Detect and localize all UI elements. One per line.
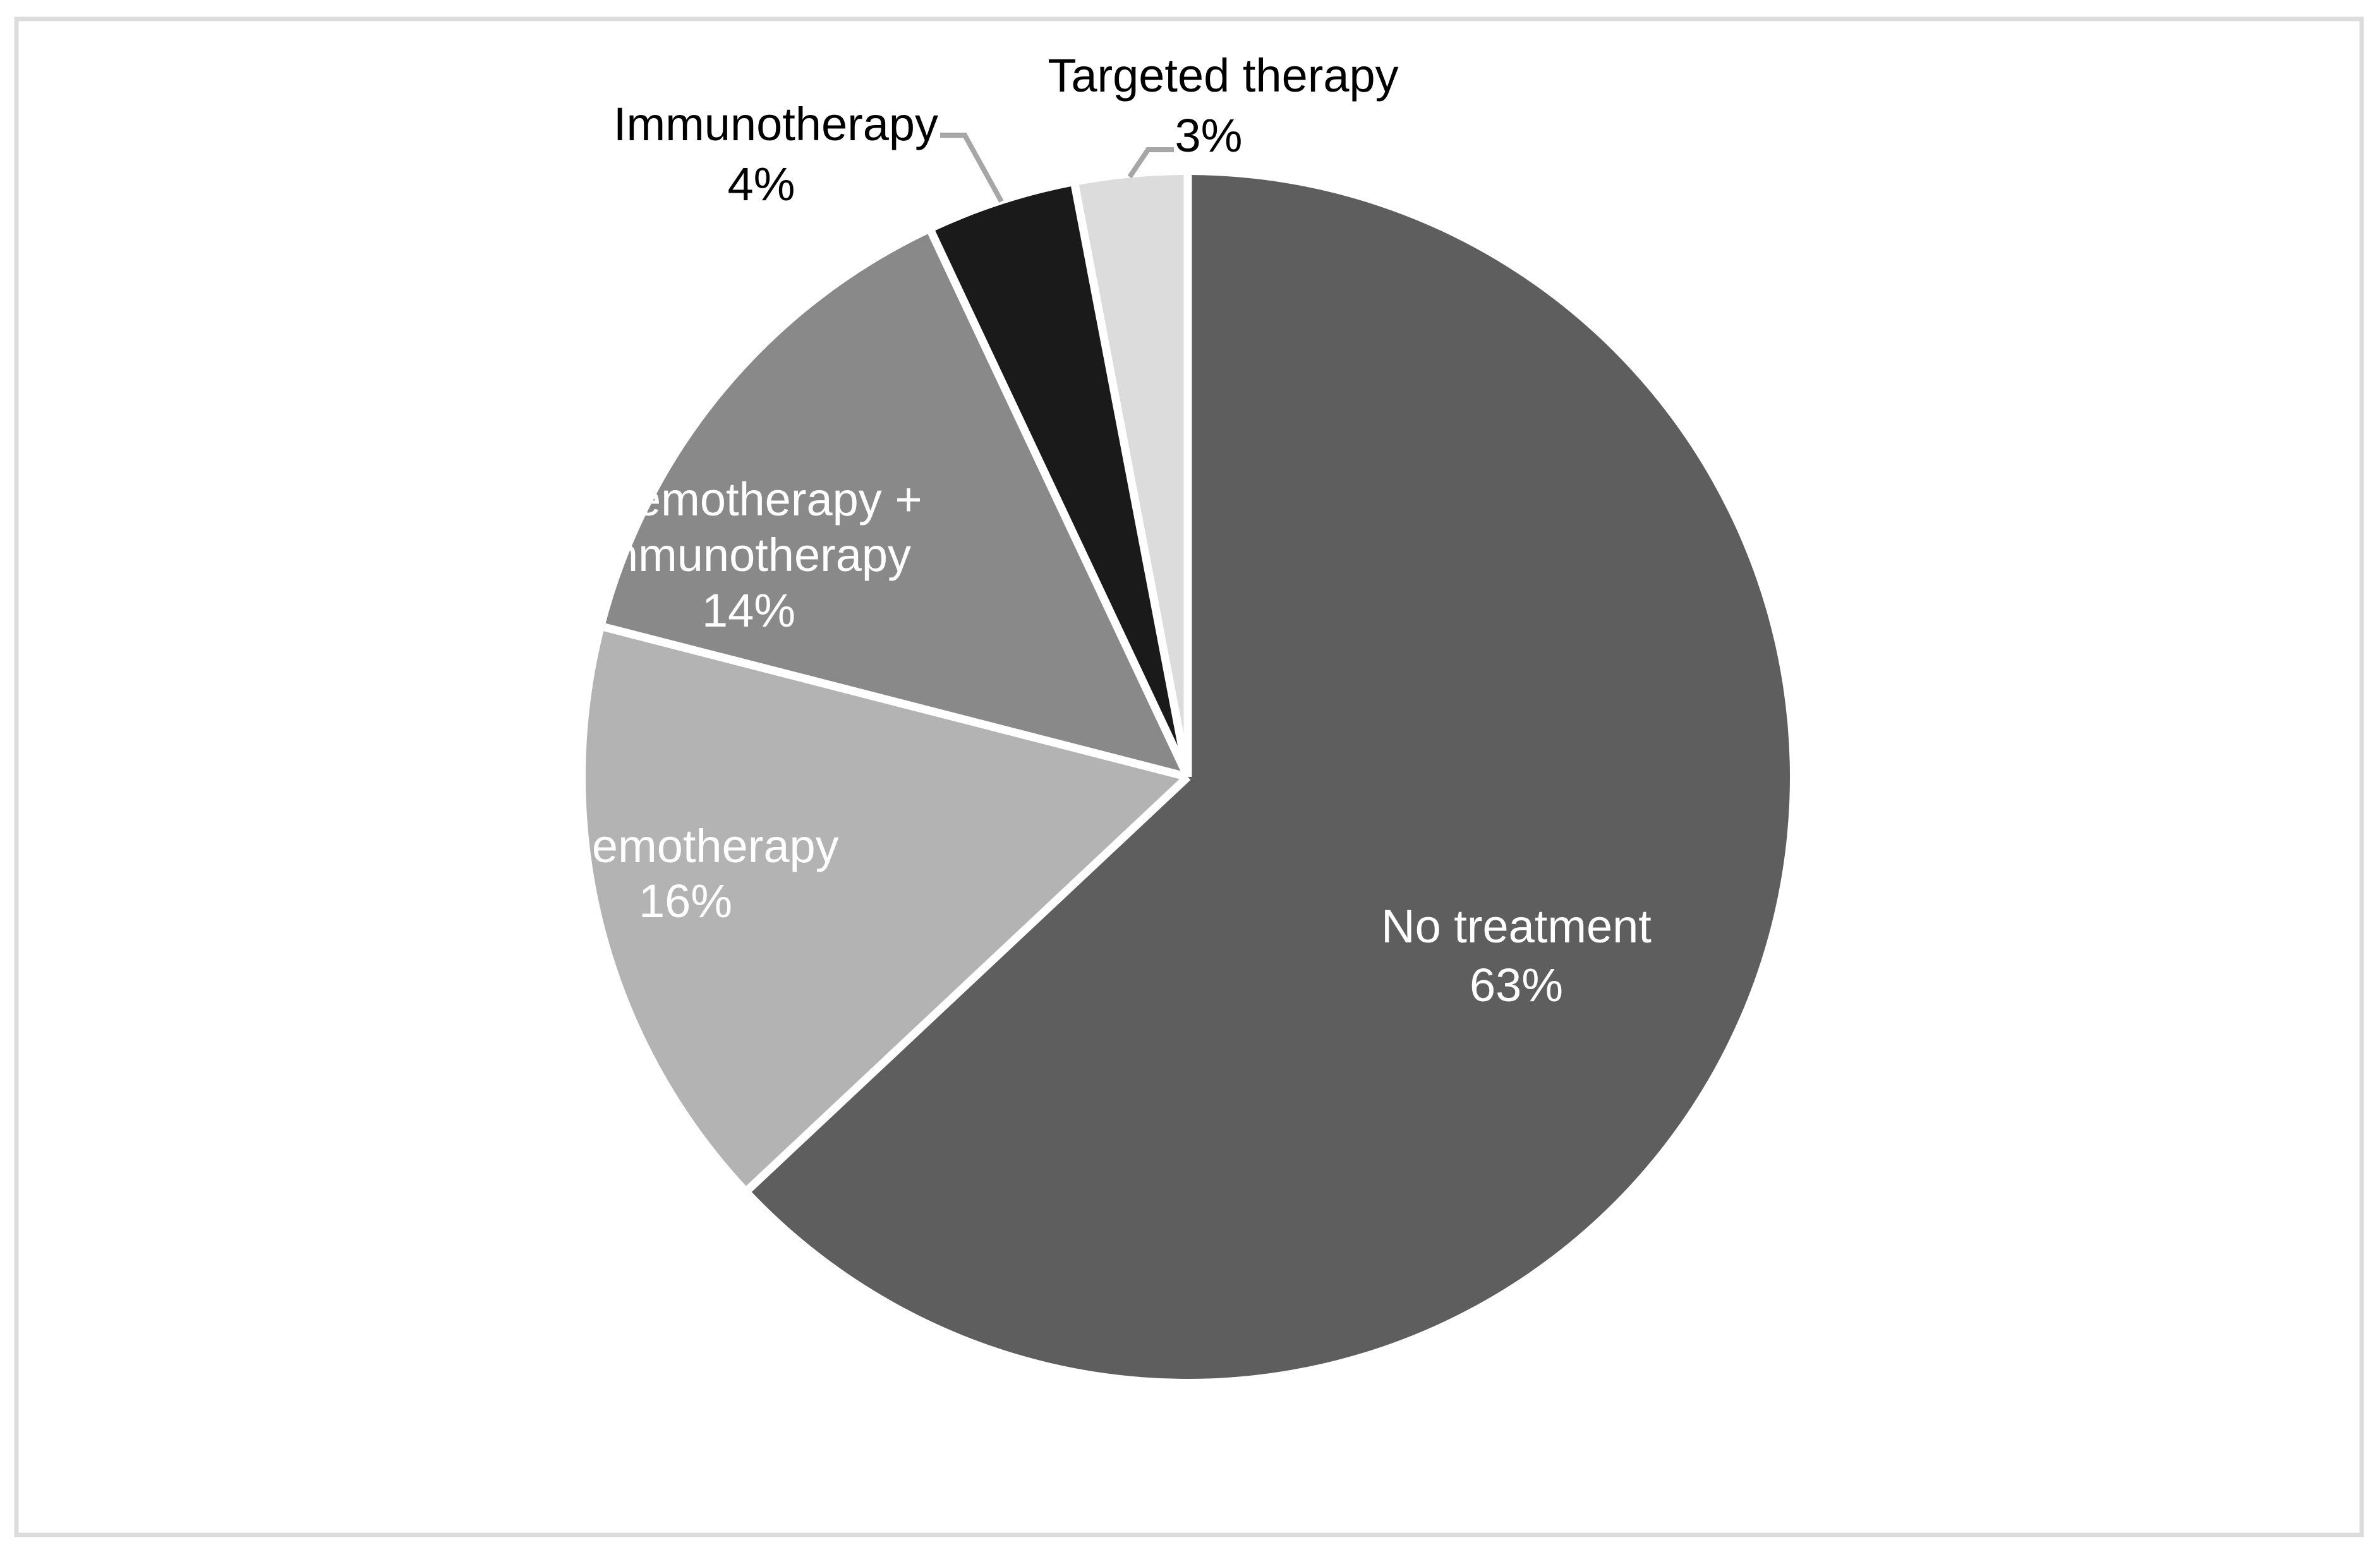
slice-separator (746, 774, 1191, 1193)
slice-label-chemotherapy-line1: Chemotherapy (532, 820, 838, 872)
slice-separator (1071, 184, 1192, 778)
pie-slice-chemotherapy-immunotherapy[interactable] (604, 232, 1188, 777)
leader-line-immunotherapy (940, 133, 1004, 203)
slice-label-no-treatment-line1: No treatment (1381, 900, 1652, 953)
slice-label-chemotherapy-immunotherapy-line3: 14% (702, 584, 795, 637)
slice-label-chemotherapy-immunotherapy-line2: Immunotherapy (586, 529, 911, 581)
slice-label-targeted-therapy-line1: Targeted therapy (1048, 49, 1398, 102)
pie-slice-no-treatment[interactable] (749, 175, 1790, 1379)
slice-label-immunotherapy-line2: 4% (728, 158, 795, 210)
leader-line-targeted-therapy (1127, 147, 1174, 179)
slice-separator (603, 623, 1189, 781)
slice-separator (927, 230, 1192, 779)
slice-label-no-treatment-line2: 63% (1470, 959, 1563, 1011)
pie-slice-chemotherapy[interactable] (586, 627, 1188, 1189)
slice-label-chemotherapy-immunotherapy-line1: Chemotherapy + (575, 473, 922, 526)
slice-label-targeted-therapy-line2: 3% (1175, 109, 1243, 162)
slice-label-immunotherapy-line1: Immunotherapy (613, 98, 938, 150)
pie-slice-immunotherapy[interactable] (931, 185, 1188, 777)
figure-border (14, 16, 2364, 1537)
slice-label-chemotherapy-line2: 16% (639, 875, 732, 927)
